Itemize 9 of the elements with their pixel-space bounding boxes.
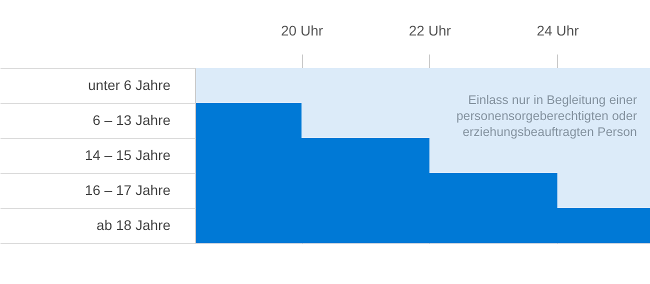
x-tick-label: 22 Uhr [408, 22, 452, 38]
x-tick-label: 24 Uhr [536, 22, 580, 38]
band-label: Einlass nur in Begleitung einer personensorgeberechtigten oder erziehungsbeauftragten Person [456, 93, 638, 139]
y-tick-label: unter 6 Jahre [88, 77, 171, 93]
x-tick-label: 20 Uhr [280, 22, 324, 38]
y-tick-label: 16 – 17 Jahre [84, 182, 171, 198]
y-tick-label: 14 – 15 Jahre [84, 147, 171, 163]
y-tick-label: 6 – 13 Jahre [92, 112, 171, 128]
y-tick-label: ab 18 Jahre [96, 217, 171, 233]
